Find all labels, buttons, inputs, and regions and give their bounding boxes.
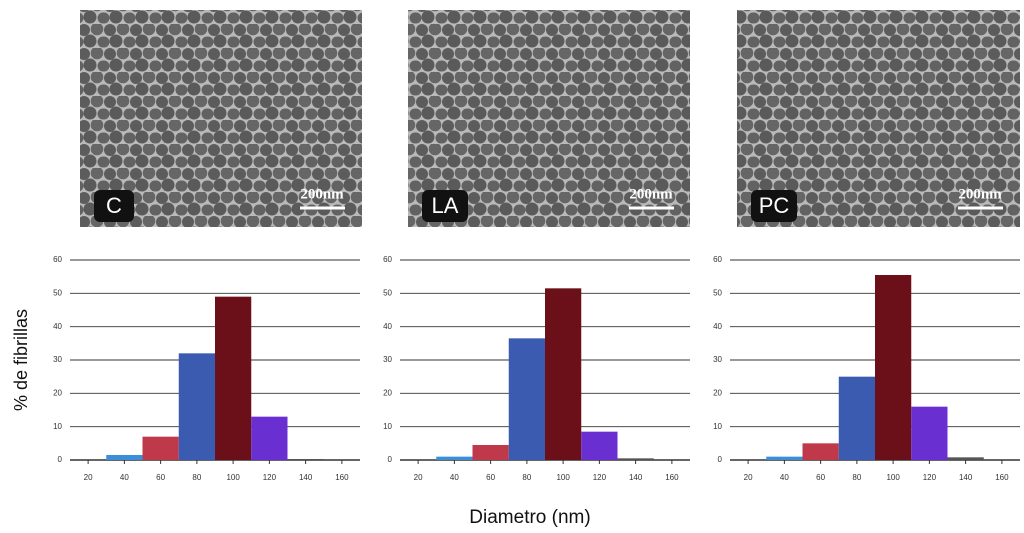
micrographs: C LA PC 200nm 200nm 200nm: [80, 10, 1020, 227]
x-tick-label: 160: [335, 473, 349, 482]
y-tick-label: 0: [58, 455, 63, 464]
bar: [875, 275, 912, 460]
bar: [802, 443, 839, 460]
bar: [947, 457, 984, 460]
y-tick-label: 60: [383, 255, 392, 264]
x-tick-label: 80: [852, 473, 861, 482]
bar: [142, 436, 179, 460]
y-tick-label: 10: [53, 422, 62, 431]
x-tick-label: 100: [556, 473, 570, 482]
panel-label: C: [106, 193, 122, 218]
x-tick-label: 160: [665, 473, 679, 482]
bar: [251, 416, 288, 460]
bar: [838, 376, 875, 460]
x-tick-label: 60: [156, 473, 165, 482]
bar: [178, 353, 215, 460]
label-box: [94, 190, 134, 222]
x-tick-label: 140: [299, 473, 313, 482]
x-tick-label: 60: [486, 473, 495, 482]
y-tick-label: 0: [388, 455, 393, 464]
x-axis-label: Diametro (nm): [469, 507, 590, 528]
panel-label: LA: [432, 193, 459, 218]
bar: [617, 458, 654, 460]
y-tick-label: 40: [383, 322, 392, 331]
y-tick-label: 50: [383, 288, 392, 297]
y-tick-label: 40: [53, 322, 62, 331]
scale-bar-label: 200nm: [629, 186, 673, 202]
x-tick-label: 100: [886, 473, 900, 482]
bar: [472, 445, 509, 460]
panel-label: PC: [759, 193, 790, 218]
scale-bar-label: 200nm: [300, 186, 344, 202]
label-box: [422, 190, 468, 222]
x-tick-label: 80: [522, 473, 531, 482]
y-tick-label: 60: [53, 255, 62, 264]
x-tick-label: 120: [923, 473, 937, 482]
y-tick-label: 60: [713, 255, 722, 264]
y-tick-label: 30: [713, 355, 722, 364]
x-tick-label: 20: [414, 473, 423, 482]
y-tick-label: 30: [383, 355, 392, 364]
bar: [436, 456, 473, 460]
x-tick-label: 40: [120, 473, 129, 482]
x-tick-label: 20: [84, 473, 93, 482]
y-tick-label: 40: [713, 322, 722, 331]
bar: [215, 296, 252, 460]
y-axis-label: % de fibrillas: [11, 309, 31, 411]
y-tick-label: 10: [713, 422, 722, 431]
x-tick-label: 20: [744, 473, 753, 482]
bar: [508, 338, 545, 460]
x-tick-label: 140: [959, 473, 973, 482]
x-tick-label: 40: [450, 473, 459, 482]
bar: [106, 455, 143, 460]
y-tick-label: 20: [713, 388, 722, 397]
scale-bar-label: 200nm: [958, 186, 1002, 202]
y-tick-label: 10: [383, 422, 392, 431]
x-tick-label: 160: [995, 473, 1009, 482]
label-box: [751, 190, 797, 222]
y-tick-label: 30: [53, 355, 62, 364]
y-tick-label: 0: [718, 455, 723, 464]
y-tick-label: 20: [53, 388, 62, 397]
x-tick-label: 100: [226, 473, 240, 482]
x-tick-label: 60: [816, 473, 825, 482]
bar: [287, 459, 324, 460]
bar: [581, 431, 618, 460]
x-tick-label: 140: [629, 473, 643, 482]
y-tick-label: 50: [53, 288, 62, 297]
x-tick-label: 40: [780, 473, 789, 482]
y-tick-label: 20: [383, 388, 392, 397]
y-tick-label: 50: [713, 288, 722, 297]
bar: [911, 406, 948, 460]
bar: [545, 288, 582, 460]
x-tick-label: 80: [192, 473, 201, 482]
x-tick-label: 120: [263, 473, 277, 482]
x-tick-label: 120: [593, 473, 607, 482]
bar: [766, 456, 803, 460]
